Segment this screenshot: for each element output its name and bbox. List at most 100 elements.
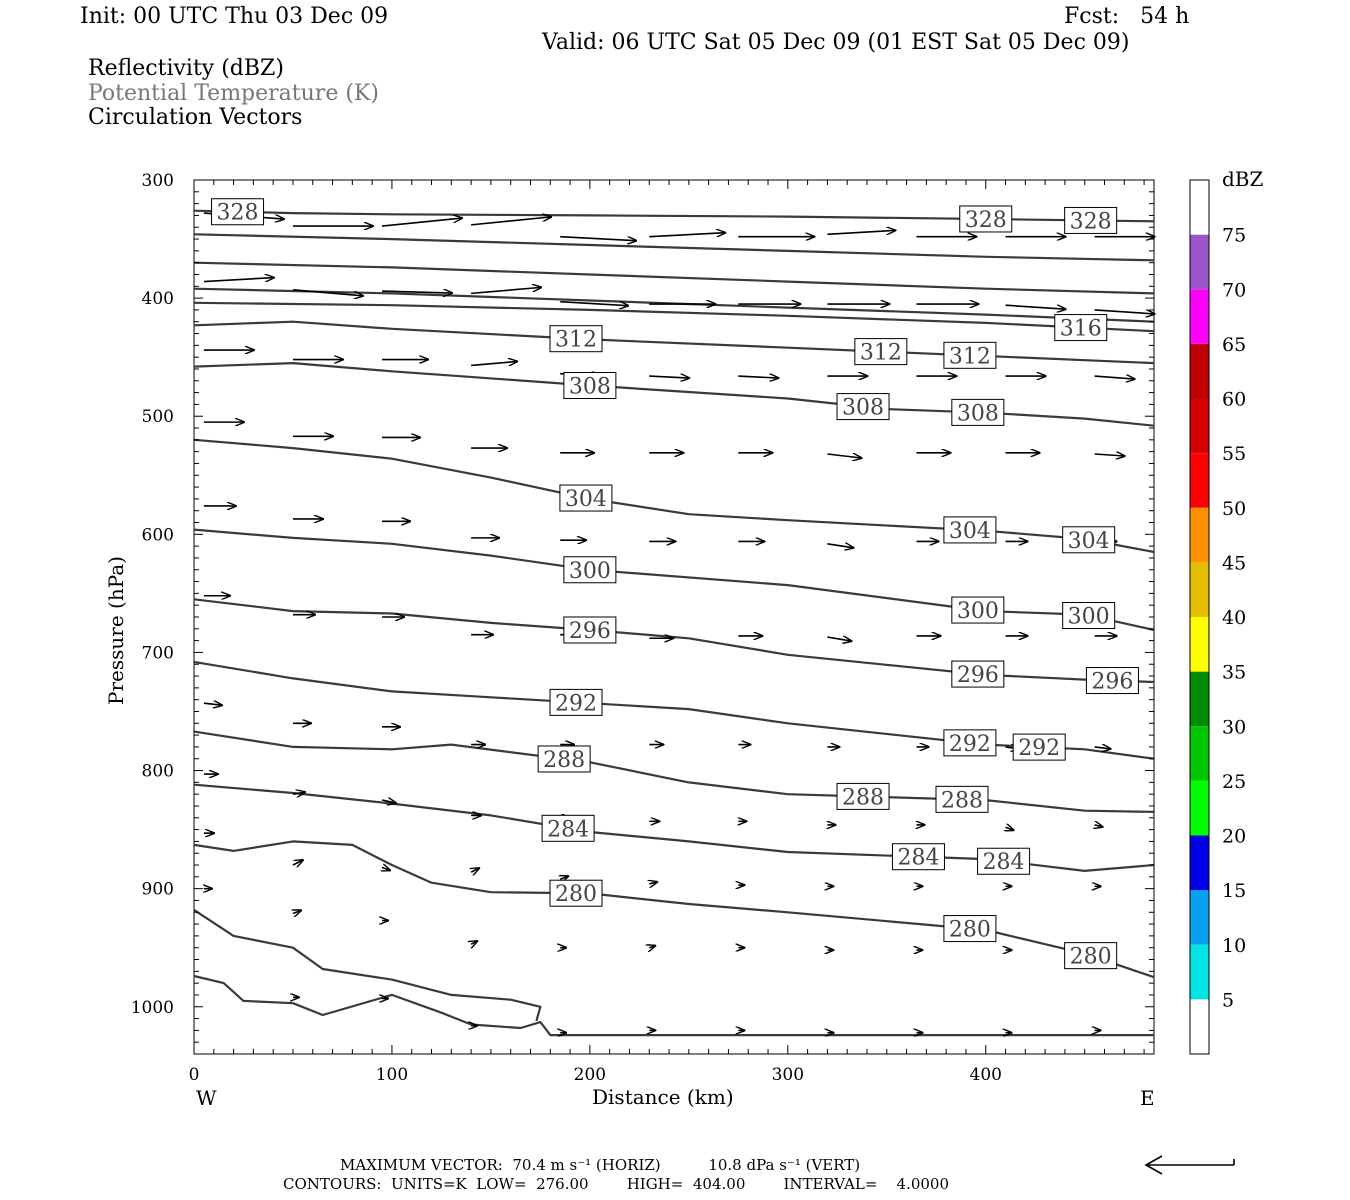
contour-label: 292 [549, 688, 603, 716]
contour-label-box [943, 516, 997, 544]
contour-label-box [563, 616, 617, 644]
circulation-vector [203, 703, 222, 705]
colorbar-label: 15 [1222, 880, 1246, 902]
forecast-hour: Fcst: 54 h [1064, 4, 1190, 29]
contour-label: 296 [563, 616, 617, 644]
circulation-vector [560, 300, 628, 306]
contour-label: 308 [563, 372, 617, 400]
circulation-vector [471, 941, 477, 944]
circulation-vector [827, 454, 861, 458]
circulation-vector [203, 278, 274, 283]
theta-contour [193, 320, 1155, 365]
contour-label: 292 [1012, 733, 1066, 761]
contour-label-box [549, 325, 603, 353]
contour-label: 316 [1054, 314, 1108, 342]
field-circulation-vectors: Circulation Vectors [88, 105, 303, 130]
contour-label: 300 [563, 556, 617, 584]
contour-label-box [559, 484, 613, 512]
y-axis-title: Pressure (hPa) [104, 556, 128, 705]
contour-label: 296 [1085, 667, 1139, 695]
theta-contour [193, 301, 1155, 333]
x-tick-label: 300 [772, 1065, 804, 1085]
contour-label-box [1085, 667, 1139, 695]
y-tick-label: 1000 [131, 998, 174, 1018]
contour-label: 284 [977, 847, 1031, 875]
contour-label: 308 [951, 398, 1005, 426]
contour-label-text: 300 [957, 599, 999, 624]
field-potential-temperature: Potential Temperature (K) [88, 81, 379, 106]
x-tick-label: 200 [574, 1065, 606, 1085]
contour-label-text: 308 [842, 396, 884, 421]
x-tick-label: 400 [970, 1065, 1002, 1085]
contour-label: 292 [943, 729, 997, 757]
contour-label: 280 [1064, 942, 1118, 970]
circulation-vector [292, 289, 363, 296]
circulation-vector [827, 544, 853, 548]
contour-label-text: 288 [842, 785, 884, 810]
colorbar-bin [1190, 180, 1209, 235]
contour-label: 312 [549, 325, 603, 353]
circulation-vector [1005, 304, 1066, 309]
colorbar-bin [1190, 671, 1209, 727]
contour-label-text: 328 [1070, 209, 1112, 234]
colorbar-frame [1189, 179, 1210, 1055]
contour-label: 288 [935, 785, 989, 813]
colorbar-label: 25 [1222, 771, 1246, 793]
y-tick-label: 400 [142, 289, 174, 309]
circulation-vector [1095, 825, 1103, 827]
contour-label-box [1012, 733, 1066, 761]
x-end-label-east: E [1140, 1086, 1155, 1110]
circulation-vector [738, 376, 778, 378]
contour-label-box [1064, 206, 1118, 234]
colorbar-bin [1190, 343, 1209, 399]
circulation-vector [292, 860, 303, 865]
contour-label-box [959, 205, 1013, 233]
contour-label-box [541, 814, 595, 842]
contour-label-text: 308 [957, 401, 999, 426]
colorbar-bin [1190, 999, 1209, 1054]
contour-label: 328 [959, 205, 1013, 233]
circulation-vector [471, 361, 517, 367]
colorbar-label: 70 [1222, 279, 1246, 301]
circulation-vector [649, 946, 655, 948]
contour-label-box [943, 729, 997, 757]
colorbar-label: 50 [1222, 498, 1246, 520]
contour-label-box [563, 372, 617, 400]
y-tick-label: 900 [142, 880, 174, 900]
y-tick-label: 700 [142, 643, 174, 663]
contour-label: 300 [951, 596, 1005, 624]
contour-label: 304 [559, 484, 613, 512]
theta-contour [193, 598, 1155, 684]
contour-label-text: 296 [957, 663, 999, 688]
colorbar-bin [1190, 726, 1209, 781]
contour-label-text: 308 [569, 375, 611, 400]
init-time: Init: 00 UTC Thu 03 Dec 09 [80, 4, 389, 29]
theta-contour [193, 528, 1155, 632]
circulation-vector [381, 218, 462, 227]
colorbar-bin [1190, 453, 1209, 508]
contour-label-text: 288 [543, 748, 585, 773]
colorbar-bin [1190, 890, 1209, 945]
contour-label-box [935, 785, 989, 813]
contour-label-text: 312 [555, 328, 597, 353]
theta-contour [193, 261, 1155, 295]
contour-label: 280 [943, 915, 997, 943]
contours-note: CONTOURS: UNITS=K LOW= 276.00 HIGH= 404.… [283, 1175, 949, 1193]
colorbar-label: 35 [1222, 662, 1246, 684]
colorbar-label: 75 [1222, 225, 1246, 247]
colorbar-bin [1190, 617, 1209, 672]
x-end-label-west: W [196, 1086, 217, 1110]
colorbar-label: 60 [1222, 389, 1246, 411]
contour-label-box [211, 198, 265, 226]
contour-label-text: 328 [217, 201, 259, 226]
colorbar-bin [1190, 944, 1209, 1000]
contour-label-text: 292 [949, 732, 991, 757]
contour-label-box [1054, 314, 1108, 342]
y-tick-label: 800 [142, 762, 174, 782]
contour-label-box [1062, 602, 1116, 630]
colorbar-label: 20 [1222, 826, 1246, 848]
colorbar-bin [1190, 507, 1209, 563]
circulation-vector [827, 230, 895, 236]
contour-label-box [943, 341, 997, 369]
